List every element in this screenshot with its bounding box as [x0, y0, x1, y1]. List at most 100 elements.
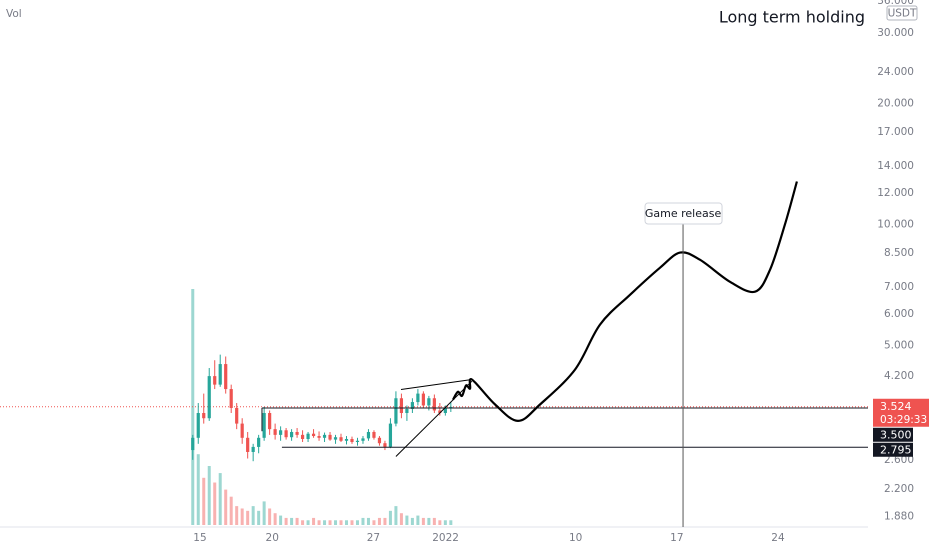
- volume-bar: [207, 466, 211, 525]
- volume-bar: [377, 517, 381, 525]
- volume-bar: [416, 515, 420, 525]
- volume-bar: [224, 489, 228, 525]
- y-tick-label: 10.000: [877, 219, 914, 231]
- volume-bar: [339, 520, 343, 525]
- volume-bar: [334, 520, 338, 525]
- candle-body: [196, 413, 200, 438]
- candle-body: [377, 437, 382, 444]
- level-label: 3.500: [880, 428, 912, 441]
- candle-body: [300, 434, 305, 439]
- candle-body: [284, 430, 288, 438]
- wedge-upper: [400, 379, 472, 390]
- x-tick-label: 17: [670, 532, 683, 544]
- candle-body: [383, 443, 387, 447]
- candle-body: [262, 413, 266, 438]
- candle-body: [427, 398, 431, 406]
- volume-bar: [262, 501, 266, 525]
- candle-body: [218, 364, 222, 385]
- candle-body: [443, 407, 447, 414]
- y-tick-label: 7.000: [884, 281, 914, 293]
- candle-body: [333, 437, 338, 440]
- volume-bar: [295, 517, 299, 525]
- last-price-label: 3.524: [880, 400, 912, 413]
- volume-bar: [449, 520, 453, 525]
- x-tick-label: 27: [367, 532, 380, 544]
- volume-bar: [284, 517, 288, 525]
- volume-bar: [306, 520, 310, 525]
- candle-body: [213, 376, 217, 385]
- volume-bar: [432, 517, 436, 525]
- annotation-box: [644, 202, 723, 225]
- volume-bar: [438, 520, 442, 525]
- candle-body: [361, 438, 365, 441]
- y-tick-label: 12.000: [877, 187, 914, 199]
- x-tick-label: 15: [193, 532, 206, 544]
- x-tick-label: 10: [569, 532, 582, 544]
- volume-bar: [388, 510, 392, 525]
- candle-body: [235, 407, 239, 424]
- volume-bar: [328, 520, 332, 525]
- y-tick-label: 14.000: [877, 160, 914, 172]
- level-label: 2.795: [880, 443, 912, 456]
- volume-bar: [251, 506, 255, 525]
- candle-body: [410, 402, 414, 409]
- y-tick-label: 5.000: [884, 340, 914, 352]
- candle-body: [202, 413, 206, 419]
- y-tick-label: 2.600: [884, 454, 914, 466]
- volume-bar: [394, 506, 398, 525]
- x-tick-label: 2022: [432, 532, 459, 544]
- volume-bar: [366, 517, 370, 525]
- y-tick-label: 17.000: [877, 126, 914, 138]
- volume-bar: [323, 520, 327, 525]
- candle-body: [306, 433, 310, 439]
- y-tick-label: 6.000: [884, 308, 914, 320]
- level-box: [873, 427, 913, 442]
- y-tick-label: 8.500: [884, 247, 914, 259]
- volume-bar: [301, 520, 305, 525]
- y-tick-label: 1.880: [884, 510, 914, 522]
- candle-body: [344, 438, 349, 441]
- volume-bar: [399, 513, 403, 525]
- candle-body: [257, 437, 261, 447]
- volume-label: Vol: [6, 8, 22, 20]
- volume-bar: [246, 510, 250, 525]
- candle-body: [224, 364, 228, 390]
- currency-label: USDT: [888, 8, 917, 20]
- countdown-label: 03:29:33: [880, 414, 927, 426]
- price-axis-bg: [868, 0, 932, 550]
- candle-body: [273, 429, 277, 435]
- candle-body: [328, 434, 332, 440]
- y-tick-label: 4.200: [884, 370, 914, 382]
- candle-body: [388, 423, 393, 447]
- volume-bar: [279, 515, 283, 525]
- candle-body: [322, 434, 327, 438]
- candle-body: [355, 440, 360, 442]
- volume-bar: [355, 520, 359, 525]
- x-tick-label: 24: [771, 532, 785, 544]
- candle-body: [207, 376, 211, 419]
- candle-body: [317, 436, 321, 438]
- last-price-box: [873, 398, 929, 427]
- candle-body: [251, 446, 255, 452]
- volume-bar: [312, 517, 316, 525]
- volume-bar: [317, 520, 321, 525]
- y-tick-label: 2.200: [884, 483, 914, 495]
- candle-body: [289, 431, 294, 438]
- volume-bar: [273, 513, 277, 525]
- volume-bar: [427, 517, 431, 525]
- candle-body: [191, 437, 195, 451]
- volume-bar: [229, 496, 233, 525]
- candle-body: [295, 431, 299, 435]
- candle-body: [416, 393, 420, 403]
- candle-body: [268, 413, 272, 430]
- volume-bar: [372, 520, 376, 525]
- volume-bar: [202, 477, 206, 525]
- candle-body: [246, 437, 250, 452]
- projection-line: [452, 181, 798, 422]
- volume-bar: [350, 520, 354, 525]
- volume-bar: [443, 520, 447, 525]
- y-tick-label: 24.000: [877, 66, 914, 78]
- candle-body: [394, 398, 398, 424]
- volume-bar: [405, 515, 409, 525]
